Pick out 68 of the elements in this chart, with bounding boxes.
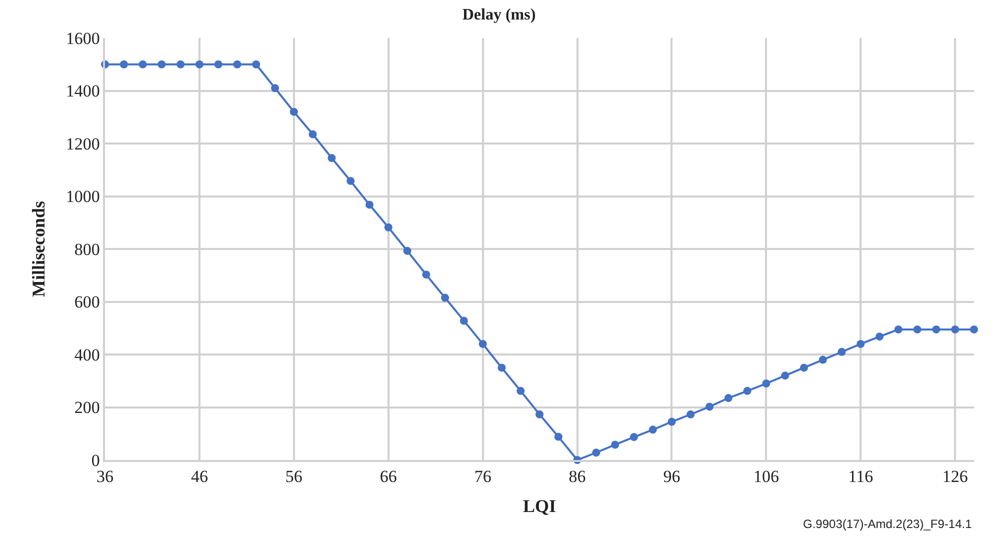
point — [328, 154, 336, 162]
point — [554, 432, 562, 441]
point — [195, 60, 204, 68]
point — [743, 386, 752, 395]
chart-title: Delay (ms) — [462, 6, 536, 24]
x-tick-label: 76 — [474, 467, 492, 486]
x-tick-label: 36 — [96, 467, 114, 486]
point — [290, 108, 298, 116]
point — [384, 223, 392, 232]
point — [686, 410, 695, 418]
point — [158, 60, 166, 68]
y-tick-label: 1200 — [66, 134, 100, 154]
point — [856, 340, 865, 348]
x-tick-label: 96 — [663, 467, 680, 486]
point — [536, 410, 544, 418]
y-tick-label: 1000 — [66, 187, 100, 206]
point — [498, 364, 506, 372]
point — [762, 380, 770, 388]
y-tick-label: 400 — [74, 345, 100, 364]
y-tick-label: 200 — [74, 398, 100, 418]
x-tick-label: 126 — [942, 467, 968, 486]
point — [516, 386, 525, 395]
y-tick-label: 1600 — [66, 28, 100, 48]
point — [592, 448, 600, 457]
point — [478, 340, 487, 348]
point — [800, 364, 808, 372]
point — [214, 60, 222, 68]
point — [706, 402, 714, 411]
point — [120, 60, 128, 68]
point — [894, 325, 902, 334]
point — [365, 200, 374, 209]
x-tick-label: 106 — [753, 467, 779, 486]
x-axis-title: LQI — [522, 496, 556, 516]
point — [818, 356, 827, 364]
point — [308, 130, 317, 138]
x-tick-label: 116 — [848, 467, 874, 486]
point — [138, 60, 147, 68]
point — [271, 84, 280, 92]
point — [781, 372, 790, 380]
point — [630, 433, 638, 442]
point — [932, 325, 940, 334]
point — [876, 332, 884, 341]
point — [252, 60, 260, 68]
y-tick-label: 600 — [74, 292, 100, 312]
point — [648, 426, 657, 434]
point — [233, 60, 242, 68]
y-axis-title: Milliseconds — [28, 200, 49, 298]
x-tick-label: 56 — [285, 467, 302, 486]
x-tick-label: 66 — [380, 467, 397, 486]
point — [951, 325, 960, 334]
point — [838, 348, 846, 356]
point — [422, 270, 430, 279]
x-tick-label: 86 — [568, 467, 586, 486]
point — [724, 394, 732, 402]
y-tick-label: 0 — [91, 450, 100, 470]
x-tick-label: 46 — [190, 467, 208, 486]
point — [403, 246, 412, 255]
y-tick-label: 1400 — [66, 82, 100, 101]
point — [611, 440, 620, 449]
point — [668, 418, 676, 426]
point — [346, 176, 355, 185]
y-tick-label: 800 — [74, 240, 100, 259]
point — [460, 316, 468, 325]
point — [913, 325, 922, 334]
point — [176, 60, 185, 68]
point — [970, 325, 978, 334]
point — [441, 294, 450, 302]
text: G.9903(17)-Amd.2(23)_F9-14.1 — [803, 517, 972, 531]
